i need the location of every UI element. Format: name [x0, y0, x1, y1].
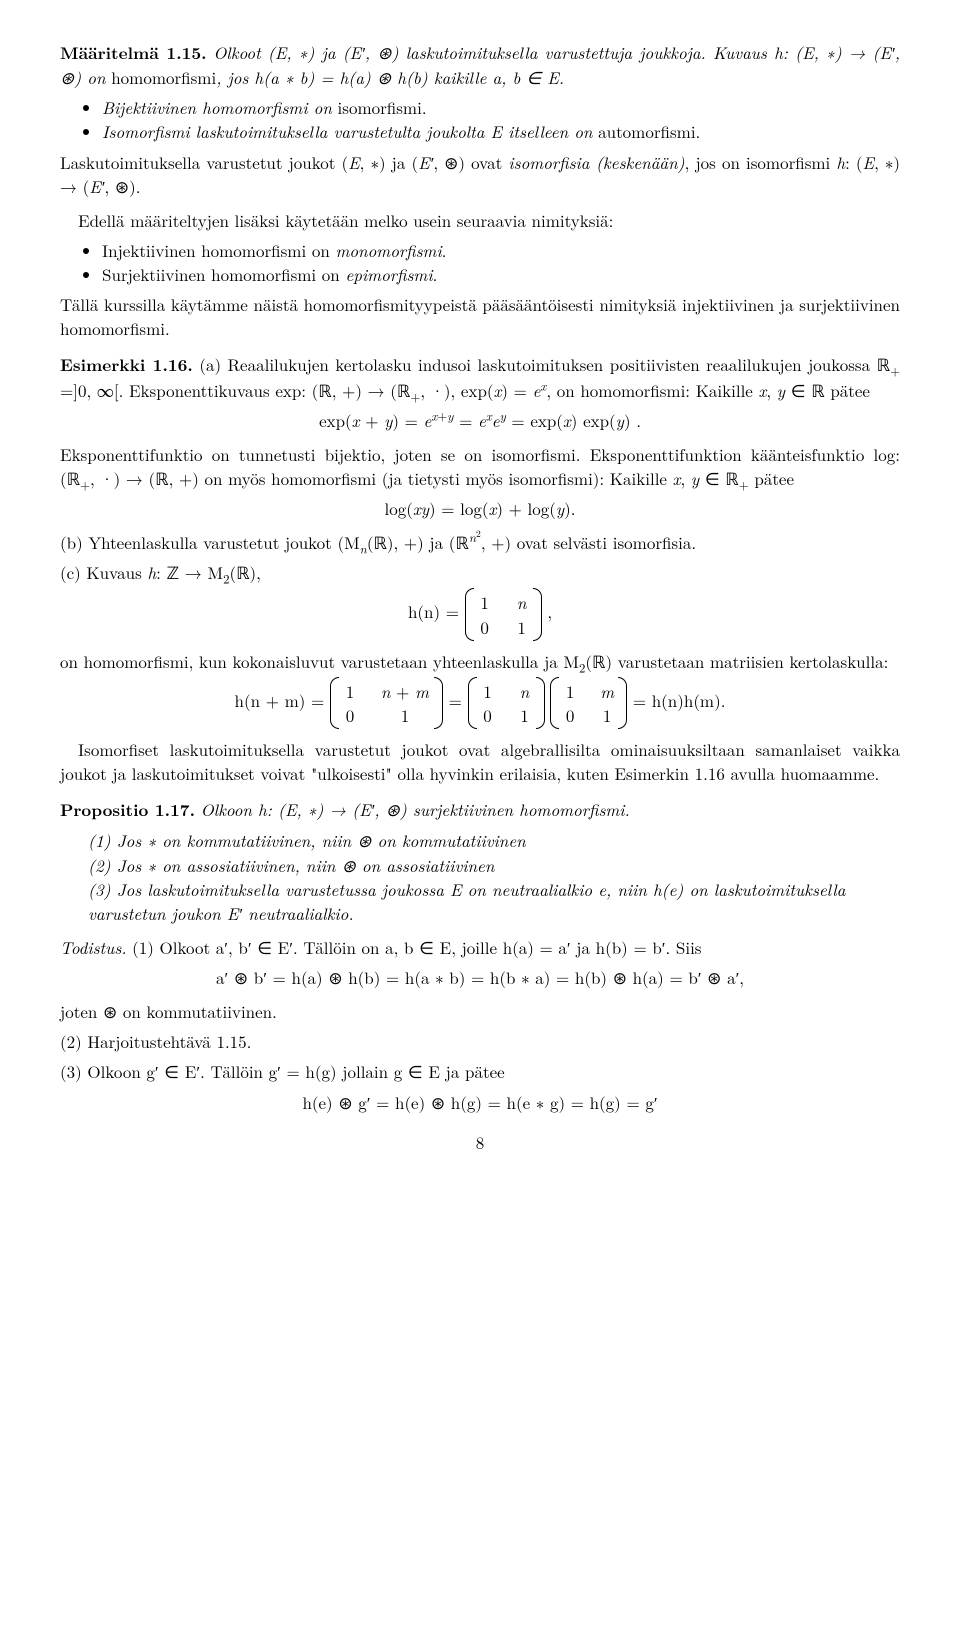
proposition-1-17: Propositio 1.17. Olkoon h: (E, ∗) → (E′,… [60, 797, 900, 822]
proof-1: Todistus. (1) Olkoot a′, b′ ∈ E′. Tällöi… [60, 935, 900, 959]
matrix-2: 1 n + m 0 1 [330, 679, 443, 727]
prop-item-1: (1) Jos ∗ on kommutatiivinen, niin ⊛ on … [88, 828, 900, 852]
bullet-bijektiivinen: Bijektiivinen homomorfismi on isomorfism… [102, 95, 900, 119]
equation-exp: exp(x + y) = ex+y = exey = exp(x) exp(y)… [60, 408, 900, 432]
example-1-16-c: (c) Kuvaus h: ℤ → M2(ℝ), [60, 560, 900, 584]
proof-3: (3) Olkoon g′ ∈ E′. Tällöin g′ = h(g) jo… [60, 1059, 900, 1083]
extra-after: Tällä kurssilla käytämme näistä homomorf… [60, 292, 900, 340]
proposition-heading: Propositio 1.17. [60, 798, 195, 822]
hn-left: h(n) = [408, 599, 465, 623]
page-number: 8 [60, 1130, 900, 1154]
matrix-3: 1 n 0 1 [468, 679, 545, 727]
bullet-surjektiivinen: Surjektiivinen homomorfismi on epimorfis… [102, 262, 900, 286]
example-1-16-a: Esimerkki 1.16. (a) Reaalilukujen kertol… [60, 352, 900, 401]
equation-h-nm: h(n + m) = 1 n + m 0 1 = 1 n 0 1 1 m 0 1… [60, 679, 900, 727]
term-homomorfismi: homomorfismi [111, 65, 216, 89]
hnm-a: h(n + m) = [235, 688, 330, 712]
proof-2: (2) Harjoitustehtävä 1.15. [60, 1029, 900, 1053]
proof-heading: Todistus. [60, 935, 127, 959]
proof-1-after: joten ⊛ on kommutatiivinen. [60, 999, 900, 1023]
example-1-16-b: (b) Yhteenlaskulla varustetut joukot (Mn… [60, 530, 900, 554]
hn-right: , [547, 599, 552, 623]
equation-log: log(xy) = log(x) + log(y). [60, 496, 900, 520]
proposition-items: (1) Jos ∗ on kommutatiivinen, niin ⊛ on … [60, 828, 900, 925]
extra-intro: Edellä määriteltyjen lisäksi käytetään m… [60, 208, 900, 232]
proposition-body: Olkoon h: (E, ∗) → (E′, ⊛) surjektiivine… [201, 797, 630, 821]
bullet-isomorfismi: Isomorfismi laskutoimituksella varustetu… [102, 119, 900, 143]
definition-1-15: Määritelmä 1.15. Olkoot (E, ∗) ja (E′, ⊛… [60, 40, 900, 89]
bullet-injektiivinen: Injektiivinen homomorfismi on monomorfis… [102, 238, 900, 262]
matrix-4: 1 m 0 1 [550, 679, 627, 727]
example-1-16-a-mid: Eksponenttifunktio on tunnetusti bijekti… [60, 442, 900, 490]
proof-3-equation: h(e) ⊛ g′ = h(e) ⊛ h(g) = h(e ∗ g) = h(g… [60, 1090, 900, 1114]
hnm-b: = [449, 688, 468, 712]
definition-1-15-bullets: Bijektiivinen homomorfismi on isomorfism… [60, 95, 900, 143]
definition-1-15-after: Laskutoimituksella varustetut joukot (E,… [60, 150, 900, 198]
extra-bullets: Injektiivinen homomorfismi on monomorfis… [60, 238, 900, 286]
matrix-1: 1 n 0 1 [465, 590, 542, 638]
example-heading: Esimerkki 1.16. [60, 353, 193, 377]
prop-item-3: (3) Jos laskutoimituksella varustetussa … [88, 877, 900, 925]
equation-h-n: h(n) = 1 n 0 1 , [60, 590, 900, 638]
iso-paragraph: Isomorfiset laskutoimituksella varustetu… [60, 737, 900, 785]
example-1-16-c-after: on homomorfismi, kun kokonaisluvut varus… [60, 649, 900, 673]
proof-1-text: (1) Olkoot a′, b′ ∈ E′. Tällöin on a, b … [132, 935, 701, 959]
proof-1-equation: a′ ⊛ b′ = h(a) ⊛ h(b) = h(a ∗ b) = h(b ∗… [60, 965, 900, 989]
hnm-c: = h(n)h(m). [633, 688, 726, 712]
prop-item-2: (2) Jos ∗ on assosiatiivinen, niin ⊛ on … [88, 853, 900, 877]
definition-heading: Määritelmä 1.15. [60, 41, 207, 65]
